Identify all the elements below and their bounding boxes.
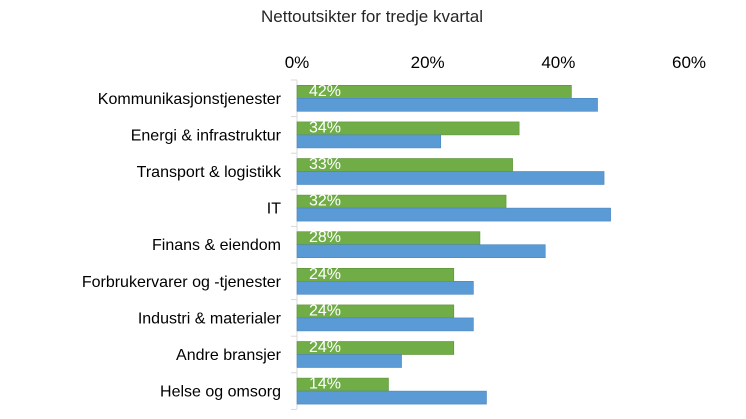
data-label: 42%	[309, 83, 341, 100]
bar-series-2	[296, 244, 546, 258]
x-tick-label: 20%	[411, 53, 445, 72]
bar-series-2	[296, 134, 442, 149]
category-label: Kommunikasjonstjenester	[98, 91, 282, 108]
x-axis-ticks: 0% 20% 40% 60%	[285, 53, 706, 72]
chart-title: Nettoutsikter for tredje kvartal	[261, 7, 483, 26]
category-label: Andre bransjer	[176, 347, 282, 364]
data-label: 24%	[309, 266, 341, 283]
bar-series-2	[296, 207, 611, 222]
x-tick-label: 40%	[541, 53, 575, 72]
category-label: Helse og omsorg	[160, 384, 281, 401]
category-label: Energi & infrastruktur	[131, 127, 282, 144]
bar-series-2	[296, 280, 474, 295]
data-label: 24%	[309, 339, 341, 356]
bar-series-2	[296, 98, 598, 112]
category-label: Finans & eiendom	[152, 237, 281, 254]
data-label: 33%	[309, 156, 341, 173]
category-label: Forbrukervarer og -tjenester	[82, 274, 282, 291]
category-axis-ticks	[291, 79, 297, 410]
data-label: 24%	[309, 302, 341, 319]
data-labels: 42% 34% 33% 32% 28% 24% 24% 24% 14%	[309, 83, 341, 393]
data-label: 34%	[309, 119, 341, 136]
bar-series-2	[296, 171, 605, 185]
data-label: 28%	[309, 229, 341, 246]
bar-series-2	[296, 390, 487, 405]
bar-series-2	[296, 317, 474, 332]
category-label: Transport & logistikk	[137, 164, 282, 181]
category-label: Industri & materialer	[138, 310, 282, 327]
x-tick-label: 0%	[285, 53, 310, 72]
x-tick-label: 60%	[672, 53, 706, 72]
data-label: 14%	[309, 376, 341, 393]
category-labels: Kommunikasjonstjenester Energi & infrastr…	[82, 91, 282, 401]
bar-series-2	[296, 354, 402, 368]
category-label: IT	[267, 201, 281, 218]
data-label: 32%	[309, 193, 341, 210]
bars	[296, 85, 611, 405]
